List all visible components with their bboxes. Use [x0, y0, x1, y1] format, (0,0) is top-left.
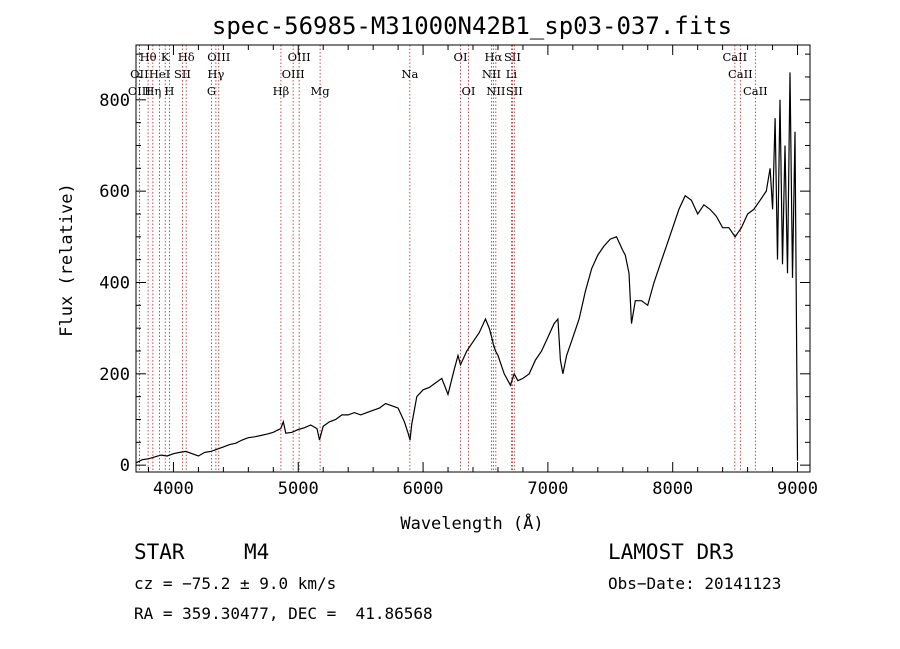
spectral-line-label: OIII — [128, 84, 151, 98]
y-axis-ticks: 0 200 400 600 800 — [99, 53, 810, 476]
spectral-line-label: SII — [504, 50, 521, 64]
spectral-line-label: K — [161, 50, 170, 64]
object-subclass: M4 — [244, 540, 270, 564]
y-tick-label: 600 — [99, 182, 130, 202]
x-tick-label: 4000 — [153, 479, 194, 499]
spectral-line-label: CaII — [722, 50, 747, 64]
spectral-line-label: Hα — [484, 50, 502, 64]
chart-title: spec-56985-M31000N42B1_sp03-037.fits — [212, 12, 732, 40]
spectral-line-label: OI — [462, 84, 476, 98]
spectral-line-label: OIII — [282, 67, 305, 81]
spectral-line-label: SII — [174, 67, 191, 81]
observation-date: Obs−Date: 20141123 — [608, 574, 782, 593]
spectral-line-label: HeI — [149, 67, 170, 81]
x-tick-label: 9000 — [777, 479, 818, 499]
spectral-line-label: OI — [454, 50, 468, 64]
flux-series-line — [135, 72, 799, 464]
y-axis-label: Flux (relative) — [57, 183, 77, 337]
spectral-line-label: Hδ — [178, 50, 195, 64]
spectral-line-label: NII — [486, 84, 505, 98]
spectral-line-label: SII — [506, 84, 523, 98]
spectral-line-label: Li — [506, 67, 518, 81]
x-tick-label: 7000 — [527, 479, 568, 499]
y-tick-label: 200 — [99, 365, 130, 385]
spectral-line-label: CaII — [728, 67, 753, 81]
coordinates-text: RA = 359.30477, DEC = 41.86568 — [134, 604, 433, 623]
y-tick-label: 0 — [120, 456, 130, 476]
object-class: STAR — [134, 540, 185, 564]
spectral-line-label: Hβ — [273, 84, 290, 98]
x-axis-label: Wavelength (Å) — [400, 512, 543, 534]
plot-frame — [135, 44, 811, 473]
spectral-line-label: CaII — [743, 84, 768, 98]
spectral-line-label: OIII — [288, 50, 311, 64]
spectral-line-label: Hθ — [140, 50, 157, 64]
spectral-line-label: Hη — [144, 84, 161, 98]
x-tick-label: 5000 — [278, 479, 319, 499]
spectral-line-label: NII — [482, 67, 501, 81]
spectral-line-label: Mg — [311, 84, 331, 98]
spectral-line-label: H — [164, 84, 174, 98]
spectral-line-label: G — [207, 84, 216, 98]
redshift-text: cz = −75.2 ± 9.0 km/s — [134, 574, 337, 593]
x-tick-label: 8000 — [652, 479, 693, 499]
spectral-line-label: Na — [401, 67, 418, 81]
x-axis-ticks: 4000 5000 6000 7000 8000 9000 — [147, 45, 818, 499]
x-tick-label: 6000 — [403, 479, 444, 499]
y-tick-label: 400 — [99, 273, 130, 293]
y-tick-label: 800 — [99, 91, 130, 111]
survey-name: LAMOST DR3 — [608, 540, 735, 564]
spectral-line-label: OIII — [207, 50, 230, 64]
spectral-line-label: Hγ — [207, 67, 224, 81]
